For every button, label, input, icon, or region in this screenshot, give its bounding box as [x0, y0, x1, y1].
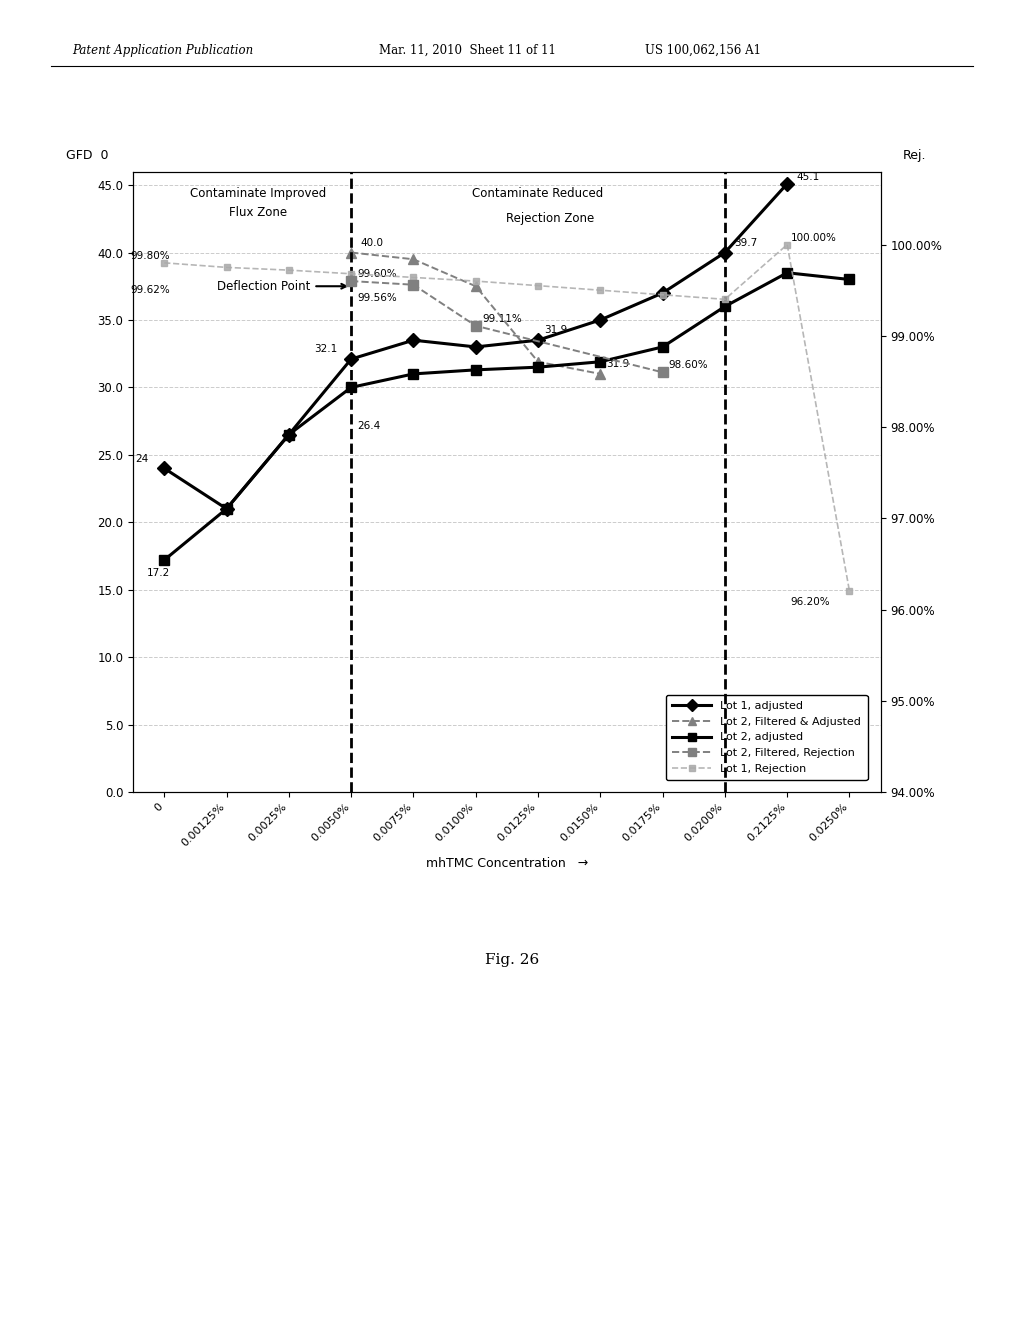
- Text: 26.4: 26.4: [357, 421, 381, 432]
- Text: US 100,062,156 A1: US 100,062,156 A1: [645, 44, 761, 57]
- Text: 99.11%: 99.11%: [482, 314, 521, 323]
- Text: 40.0: 40.0: [360, 238, 384, 248]
- Text: 31.9: 31.9: [545, 326, 567, 335]
- Text: Patent Application Publication: Patent Application Publication: [72, 44, 253, 57]
- Text: GFD  0: GFD 0: [66, 149, 109, 162]
- Text: 32.1: 32.1: [314, 345, 338, 354]
- Text: Mar. 11, 2010  Sheet 11 of 11: Mar. 11, 2010 Sheet 11 of 11: [379, 44, 556, 57]
- Text: 99.80%: 99.80%: [130, 251, 170, 261]
- Text: Rej.: Rej.: [903, 149, 927, 162]
- Text: Fig. 26: Fig. 26: [485, 953, 539, 966]
- Text: 31.9: 31.9: [606, 359, 630, 370]
- Text: 99.56%: 99.56%: [357, 293, 397, 302]
- Text: 99.60%: 99.60%: [357, 269, 397, 279]
- Text: 17.2: 17.2: [146, 568, 170, 578]
- Text: 98.60%: 98.60%: [669, 360, 709, 371]
- Text: 99.62%: 99.62%: [130, 285, 170, 294]
- Text: 39.7: 39.7: [734, 238, 758, 248]
- Text: Rejection Zone: Rejection Zone: [506, 213, 595, 224]
- X-axis label: mhTMC Concentration   →: mhTMC Concentration →: [426, 857, 588, 870]
- Text: 96.20%: 96.20%: [791, 597, 829, 607]
- Text: Deflection Point: Deflection Point: [217, 280, 346, 293]
- Text: 100.00%: 100.00%: [791, 232, 837, 243]
- Text: 24: 24: [135, 454, 148, 463]
- Text: Flux Zone: Flux Zone: [228, 206, 287, 219]
- Text: Contaminate Reduced: Contaminate Reduced: [472, 187, 604, 201]
- Text: 45.1: 45.1: [797, 172, 820, 182]
- Legend: Lot 1, adjusted, Lot 2, Filtered & Adjusted, Lot 2, adjusted, Lot 2, Filtered, R: Lot 1, adjusted, Lot 2, Filtered & Adjus…: [666, 694, 867, 780]
- Text: Contaminate Improved: Contaminate Improved: [189, 187, 326, 201]
